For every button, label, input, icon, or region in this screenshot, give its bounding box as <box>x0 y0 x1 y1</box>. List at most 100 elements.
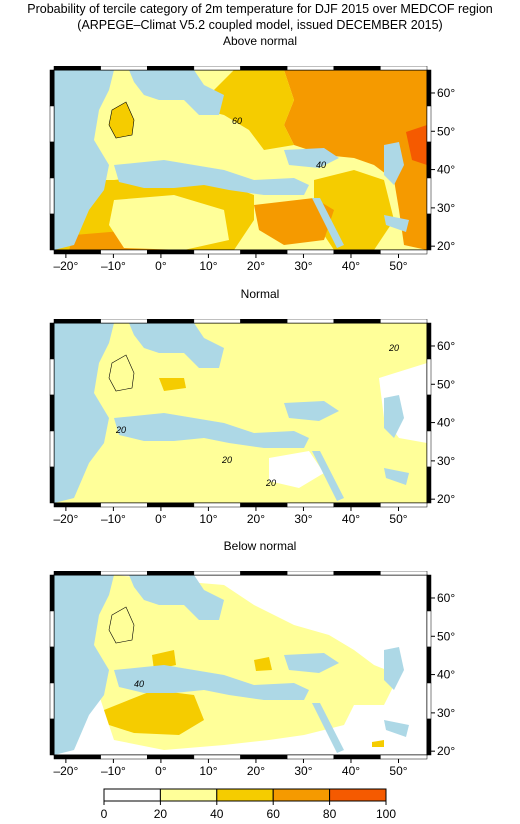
lon-tick-label: 10° <box>199 764 217 778</box>
frame-segment <box>49 358 55 396</box>
black-sea <box>284 653 339 673</box>
frame-segment <box>49 682 55 720</box>
colorbar-swatch <box>159 788 218 802</box>
frame-segment <box>193 66 241 71</box>
frame-segment <box>100 66 148 71</box>
contour-label: 20 <box>115 425 126 435</box>
frame-segment <box>426 322 432 360</box>
region-cat40-60 <box>104 690 204 735</box>
lon-tick-label: 20° <box>247 259 265 273</box>
lat-tick-label: 40° <box>437 668 455 682</box>
red-sea <box>312 703 344 753</box>
colorbar-tick-label: 100 <box>376 807 396 821</box>
lon-tick-label: 0° <box>155 259 167 273</box>
lon-tick-label: 10° <box>199 512 217 526</box>
frame-segment <box>380 66 428 71</box>
frame-segment <box>49 646 55 684</box>
lat-tick-label: 30° <box>437 201 455 215</box>
frame-segment <box>426 646 432 684</box>
frame-segment <box>286 571 334 576</box>
map-panel-below-normal: 40 –20° –10° 0° 10° 20° 30° 40° 50° 60° 50° 40° 30°… <box>49 571 455 778</box>
frame-segment <box>426 682 432 720</box>
frame-segment <box>333 249 381 255</box>
lat-tick-label: 20° <box>437 744 455 758</box>
frame-segment <box>49 718 55 756</box>
frame-segment <box>380 319 428 324</box>
colorbar-tick-label: 80 <box>323 807 337 821</box>
frame-border <box>49 319 432 508</box>
frame-segment <box>333 319 381 324</box>
lat-tick-label: 60° <box>437 591 455 605</box>
lat-tick-label: 20° <box>437 239 455 253</box>
colorbar-swatch <box>103 788 161 802</box>
lon-tick-label: 40° <box>342 259 360 273</box>
frame-segment <box>100 571 148 576</box>
lon-tick-label: 40° <box>342 512 360 526</box>
frame-segment <box>49 213 55 251</box>
mediterranean-sea <box>114 665 309 700</box>
frame-segment <box>49 610 55 648</box>
map-panel-normal: 20 20 20 20 –20° –10° 0° 10° 20° 30° 40° 50° 60°… <box>49 319 455 526</box>
frame-segment <box>147 502 195 508</box>
lon-tick-label: 20° <box>247 764 265 778</box>
contour-label: 20 <box>221 455 232 465</box>
lon-tick-label: 30° <box>294 512 312 526</box>
frame-segment <box>426 718 432 756</box>
red-sea <box>312 451 344 501</box>
frame-segment <box>333 571 381 576</box>
frame-segment <box>426 141 432 179</box>
frame-segment <box>426 69 432 107</box>
british-isles <box>108 606 135 644</box>
black-sea <box>284 148 339 168</box>
frame-border <box>49 66 432 255</box>
frame-segment <box>49 105 55 143</box>
colorbar-tick-label: 40 <box>210 807 224 821</box>
colorbar-swatch <box>272 788 331 802</box>
panel-title-above-normal: Above normal <box>222 34 298 48</box>
frame-segment <box>286 249 334 255</box>
mediterranean-sea <box>114 160 309 195</box>
region-cat0-20 <box>269 451 324 488</box>
frame-segment <box>147 571 195 576</box>
frame-segment <box>426 430 432 468</box>
frame-segment <box>380 502 428 508</box>
frame-segment <box>240 66 288 71</box>
map-panel-above-normal: 60 40 –20° –10° 0° 10° 20° 30° 40° 50° 60° 50° 40°… <box>49 66 455 273</box>
region-cat40-60 <box>152 650 176 670</box>
frame-segment <box>286 754 334 760</box>
figure-title: Probability of tercile category of 2m te… <box>27 2 493 16</box>
lat-tick-label: 50° <box>437 124 455 138</box>
lon-tick-label: 50° <box>389 512 407 526</box>
frame-segment <box>147 249 195 255</box>
atlantic-ocean <box>54 70 114 250</box>
frame-segment <box>49 394 55 432</box>
frame-border <box>49 571 432 760</box>
contour-label: 20 <box>388 343 399 353</box>
lat-tick-label: 40° <box>437 416 455 430</box>
lon-tick-label: –20° <box>53 764 78 778</box>
lon-tick-label: –10° <box>101 259 126 273</box>
frame-segment <box>53 249 101 255</box>
frame-segment <box>100 754 148 760</box>
colorbar-swatch <box>216 788 274 802</box>
north-sea-baltic <box>129 575 224 620</box>
frame-segment <box>286 66 334 71</box>
frame-segment <box>240 754 288 760</box>
region-cat60-80 <box>284 70 427 250</box>
frame-segment <box>426 574 432 612</box>
frame-segment <box>286 502 334 508</box>
region-cat40-60 <box>204 70 294 150</box>
lon-tick-label: 20° <box>247 512 265 526</box>
colorbar-tick-label: 60 <box>267 807 281 821</box>
british-isles <box>108 354 135 392</box>
contour-label: 40 <box>134 679 144 689</box>
lon-tick-label: –20° <box>53 512 78 526</box>
frame-segment <box>380 249 428 255</box>
lat-tick-label: 50° <box>437 629 455 643</box>
panel-title-below-normal: Below normal <box>223 539 297 553</box>
frame-segment <box>147 319 195 324</box>
frame-segment <box>286 319 334 324</box>
frame-segment <box>49 177 55 215</box>
atlantic-ocean <box>54 575 114 755</box>
region-cat40-60 <box>159 378 186 391</box>
